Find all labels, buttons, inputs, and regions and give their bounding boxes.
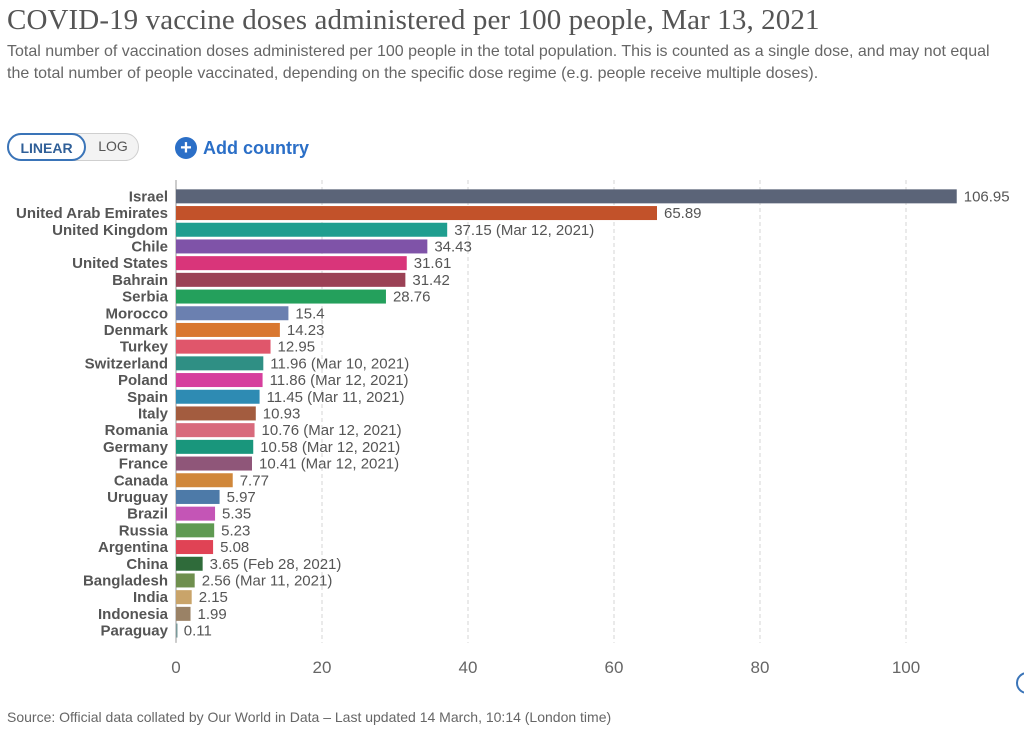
- bar: [176, 456, 252, 471]
- bar-chart: 0 20 40 60 80 100 Israel 106.95 United Arab Emir…: [16, 180, 1010, 677]
- x-tick-label: 0: [171, 658, 180, 677]
- category-label: Poland: [118, 372, 168, 389]
- add-country-label: Add country: [203, 137, 309, 158]
- value-label: 5.97: [227, 489, 256, 506]
- value-label: 2.56 (Mar 11, 2021): [202, 572, 333, 589]
- bar: [176, 473, 233, 488]
- value-label: 10.93: [263, 405, 301, 422]
- category-label: Paraguay: [100, 623, 168, 640]
- category-label: Chile: [131, 238, 168, 255]
- value-label: 2.15: [199, 589, 228, 606]
- bar: [176, 239, 428, 254]
- x-tick-label: 20: [313, 658, 332, 677]
- value-label: 15.4: [295, 305, 324, 322]
- value-label: 5.23: [221, 522, 250, 539]
- value-label: 5.08: [220, 539, 249, 556]
- bar: [176, 406, 256, 421]
- bar: [176, 206, 657, 221]
- category-label: Denmark: [104, 322, 169, 339]
- source-note: Source: Official data collated by Our Wo…: [7, 709, 612, 725]
- category-label: Serbia: [122, 289, 169, 306]
- value-label: 65.89: [664, 205, 702, 222]
- category-label: Israel: [129, 188, 168, 205]
- value-label: 1.99: [198, 606, 227, 623]
- value-label: 10.58 (Mar 12, 2021): [260, 439, 400, 456]
- bar: [176, 489, 220, 504]
- value-label: 31.61: [414, 255, 452, 272]
- scale-toggle: LINEAR LOG: [7, 133, 139, 161]
- value-label: 0.11: [184, 623, 212, 640]
- bar: [176, 423, 255, 438]
- bar: [176, 373, 263, 388]
- value-label: 37.15 (Mar 12, 2021): [454, 222, 594, 239]
- category-label: Switzerland: [85, 355, 168, 372]
- bar: [176, 606, 191, 621]
- value-label: 31.42: [412, 272, 450, 289]
- bar: [176, 222, 448, 237]
- linear-scale-button[interactable]: LINEAR: [7, 133, 86, 161]
- value-label: 28.76: [393, 289, 431, 306]
- bar: [176, 590, 192, 605]
- category-label: China: [126, 556, 168, 573]
- category-label: Bangladesh: [83, 572, 168, 589]
- chart-subtitle: Total number of vaccination doses admini…: [7, 43, 990, 82]
- category-label: Indonesia: [98, 606, 169, 623]
- x-tick-label: 100: [892, 658, 920, 677]
- value-label: 11.96 (Mar 10, 2021): [270, 355, 409, 372]
- category-label: United Arab Emirates: [16, 205, 168, 222]
- bar: [176, 356, 264, 371]
- x-tick-label: 80: [751, 658, 770, 677]
- value-label: 10.76 (Mar 12, 2021): [262, 422, 402, 439]
- x-tick-label: 60: [605, 658, 624, 677]
- value-label: 10.41 (Mar 12, 2021): [259, 456, 399, 473]
- bar: [176, 523, 215, 538]
- category-label: Uruguay: [107, 489, 169, 506]
- bar: [176, 289, 386, 304]
- bar: [176, 339, 271, 354]
- category-label: United States: [72, 255, 168, 272]
- bar: [176, 256, 407, 271]
- plus-circle-icon: +: [175, 137, 197, 159]
- category-label: Morocco: [105, 305, 168, 322]
- value-label: 3.65 (Feb 28, 2021): [210, 556, 342, 573]
- category-label: Italy: [138, 405, 169, 422]
- value-label: 14.23: [287, 322, 325, 339]
- bar: [176, 573, 195, 588]
- category-label: India: [133, 589, 169, 606]
- bar: [176, 389, 260, 404]
- chart-title: COVID-19 vaccine doses administered per …: [7, 4, 820, 36]
- category-label: Romania: [105, 422, 169, 439]
- bar: [176, 540, 214, 555]
- bar: [176, 556, 203, 571]
- value-label: 34.43: [434, 238, 472, 255]
- category-label: Argentina: [98, 539, 169, 556]
- log-scale-button[interactable]: LOG: [98, 138, 128, 154]
- bar: [176, 623, 178, 638]
- category-label: Canada: [114, 472, 169, 489]
- value-label: 7.77: [240, 472, 269, 489]
- bar: [176, 439, 254, 454]
- value-label: 11.45 (Mar 11, 2021): [267, 389, 405, 406]
- bar: [176, 306, 289, 321]
- value-label: 106.95: [964, 188, 1010, 205]
- category-label: United Kingdom: [52, 222, 168, 239]
- bar: [176, 506, 216, 521]
- value-label: 11.86 (Mar 12, 2021): [270, 372, 409, 389]
- category-label: Russia: [119, 522, 169, 539]
- bar: [176, 272, 406, 287]
- value-label: 5.35: [222, 506, 251, 523]
- x-tick-label: 40: [459, 658, 478, 677]
- bar: [176, 189, 957, 204]
- category-label: Turkey: [120, 339, 169, 356]
- category-label: France: [119, 456, 168, 473]
- add-country-button[interactable]: + Add country: [175, 136, 309, 160]
- category-label: Bahrain: [112, 272, 168, 289]
- category-label: Brazil: [127, 506, 168, 523]
- bar: [176, 322, 280, 337]
- value-label: 12.95: [278, 339, 316, 356]
- category-label: Spain: [127, 389, 168, 406]
- category-label: Germany: [103, 439, 169, 456]
